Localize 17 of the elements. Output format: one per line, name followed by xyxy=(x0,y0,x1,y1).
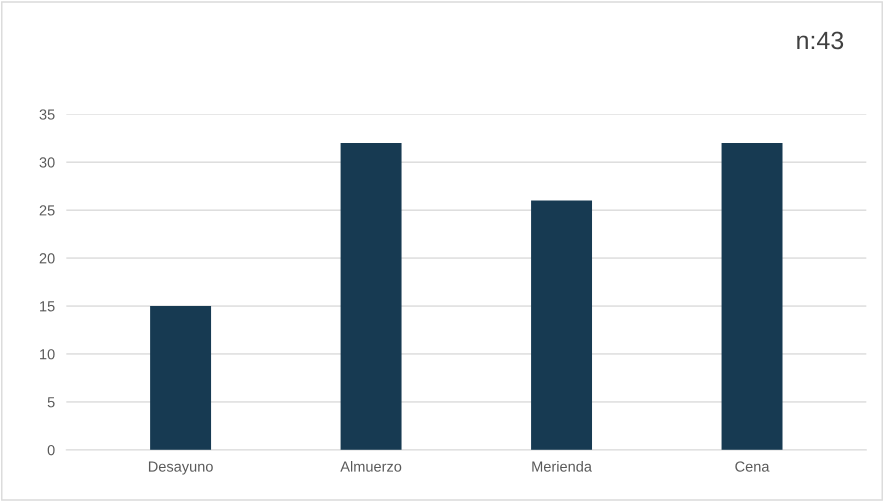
bar xyxy=(531,200,592,450)
x-tick-label: Merienda xyxy=(532,461,592,472)
y-tick-label: 30 xyxy=(40,157,55,168)
x-tick-label: Cena xyxy=(735,461,770,472)
y-tick-label: 0 xyxy=(48,445,55,456)
bar xyxy=(340,143,402,450)
x-tick-label: Desayuno xyxy=(148,462,213,475)
text: n:43 xyxy=(797,32,844,50)
y-tick-label: 5 xyxy=(48,397,55,408)
bar xyxy=(722,143,783,450)
y-tick-label: 25 xyxy=(40,205,55,216)
x-tick-label: Almuerzo xyxy=(340,461,402,472)
y-tick-label: 10 xyxy=(40,349,55,360)
y-tick-label: 20 xyxy=(40,253,55,264)
y-tick-label: 35 xyxy=(40,109,55,120)
y-tick-label: 15 xyxy=(40,301,55,312)
bar xyxy=(150,306,212,450)
